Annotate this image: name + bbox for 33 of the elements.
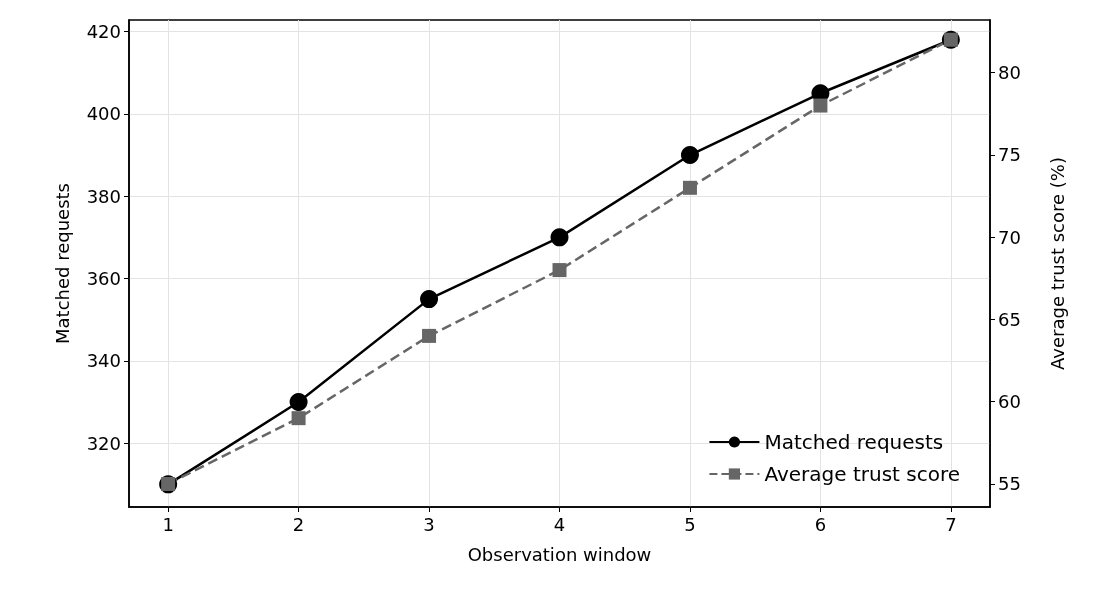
y2-tick-label: 60 (998, 391, 1021, 413)
y2-tick-label: 80 (998, 62, 1021, 84)
x-tick-label: 5 (684, 513, 696, 535)
x-tick-label: 3 (423, 513, 435, 535)
y2-tick-label: 75 (998, 144, 1021, 166)
x-axis-title: Observation window (467, 543, 652, 565)
x-tick-label: 4 (553, 513, 566, 535)
x-tick-label: 6 (814, 513, 827, 535)
y-axis-title: Matched requests (51, 183, 73, 344)
y-tick-label: 400 (86, 103, 121, 125)
x-tick-label: 7 (945, 513, 957, 535)
y-tick-label: 360 (86, 268, 121, 290)
y2-tick-label: 65 (998, 308, 1021, 330)
point (552, 263, 567, 278)
point (420, 290, 439, 309)
y2-tick-label: 55 (998, 473, 1021, 495)
point (291, 411, 306, 426)
y-tick-label: 340 (86, 350, 121, 372)
x-tick-label: 2 (292, 513, 305, 535)
y2-tick-label: 70 (998, 226, 1021, 248)
legend-label: Average trust score (764, 462, 961, 486)
y-tick-label: 420 (86, 21, 121, 43)
legend-label: Matched requests (764, 430, 944, 454)
point (682, 180, 697, 195)
point (422, 328, 437, 343)
point (813, 98, 828, 113)
y2-axis-title: Average trust score (%) (1046, 157, 1068, 370)
y-tick-label: 380 (86, 185, 121, 207)
point (289, 393, 308, 412)
x-tick-label: 1 (162, 513, 174, 535)
y-tick-label: 320 (86, 432, 121, 454)
point (550, 228, 569, 247)
point (680, 146, 699, 165)
